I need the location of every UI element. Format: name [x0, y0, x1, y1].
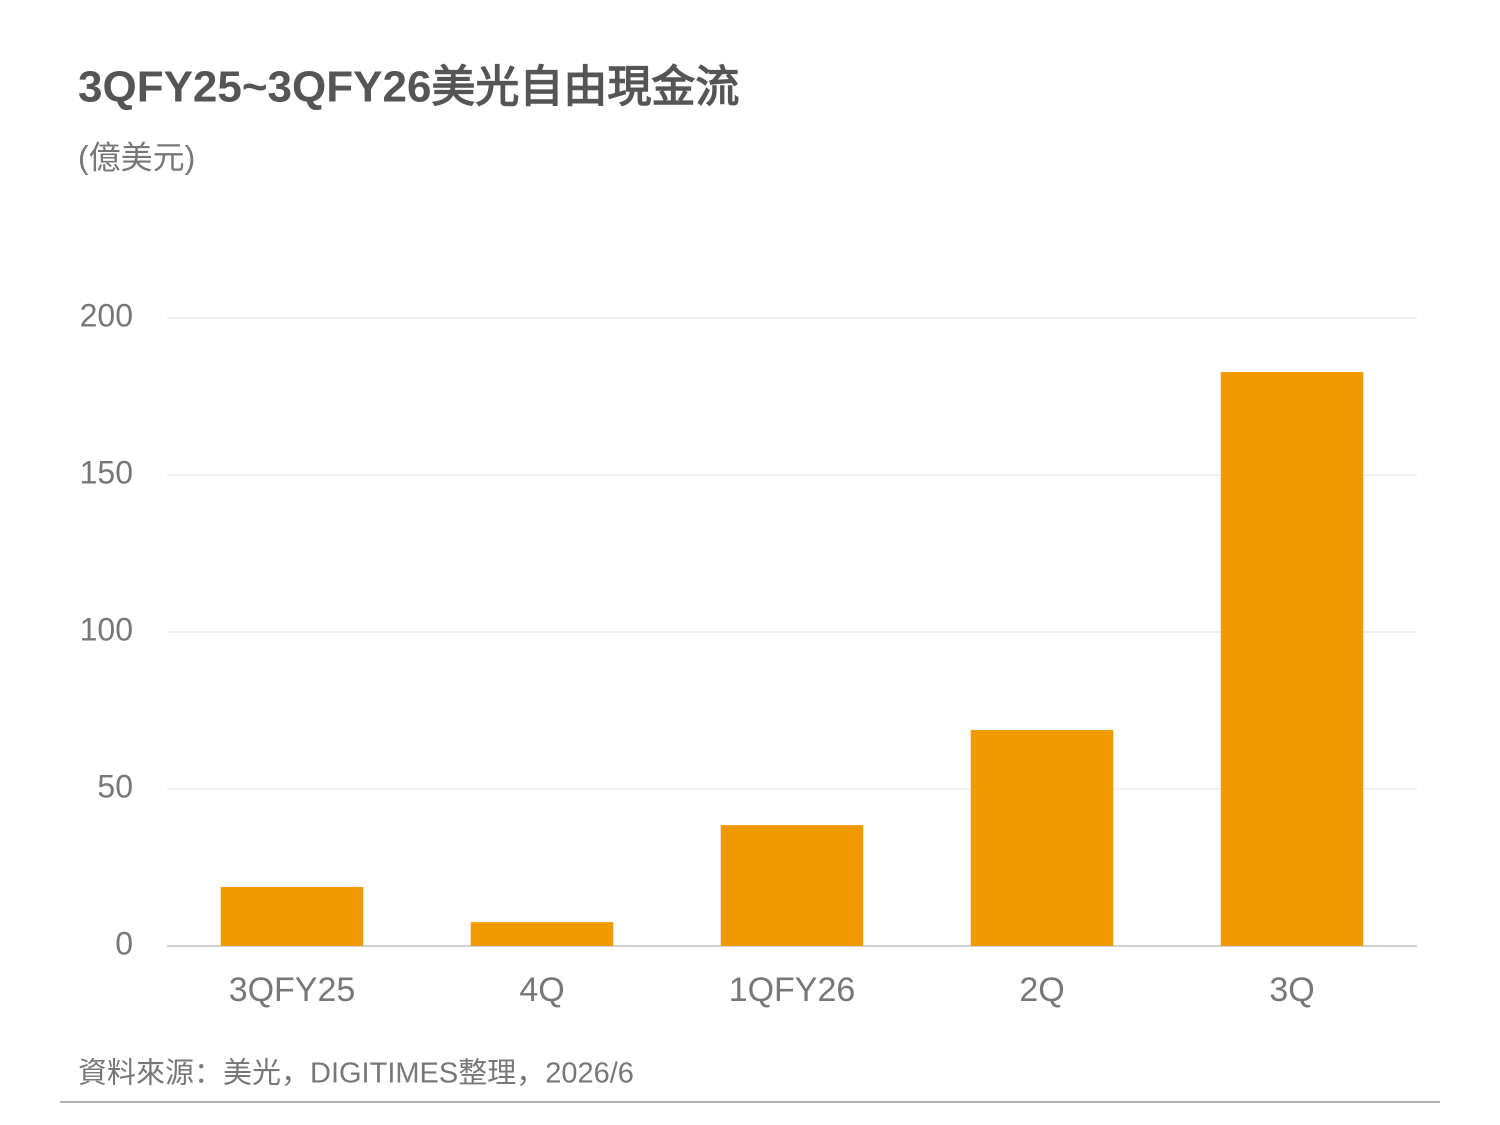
- y-tick-label: 100: [80, 611, 133, 647]
- x-tick-label: 1QFY26: [729, 971, 856, 1009]
- bar: [720, 825, 864, 946]
- chart-title: 3QFY25~3QFY26美光自由現金流: [78, 63, 739, 112]
- x-tick-label: 4Q: [519, 971, 564, 1009]
- y-tick-label: 150: [80, 454, 133, 490]
- y-tick-label: 200: [80, 297, 133, 333]
- bar: [970, 729, 1114, 946]
- chart-subtitle: (億美元): [78, 139, 195, 175]
- bar: [1220, 372, 1364, 946]
- bar: [220, 886, 364, 946]
- x-tick-label: 3Q: [1269, 971, 1314, 1009]
- source-note: 資料來源：美光，DIGITIMES整理，2026/6: [78, 1057, 634, 1090]
- bar: [470, 922, 614, 946]
- y-tick-label: 0: [115, 925, 133, 961]
- x-tick-label: 3QFY25: [229, 971, 356, 1009]
- y-tick-label: 50: [97, 768, 133, 804]
- x-tick-label: 2Q: [1019, 971, 1064, 1009]
